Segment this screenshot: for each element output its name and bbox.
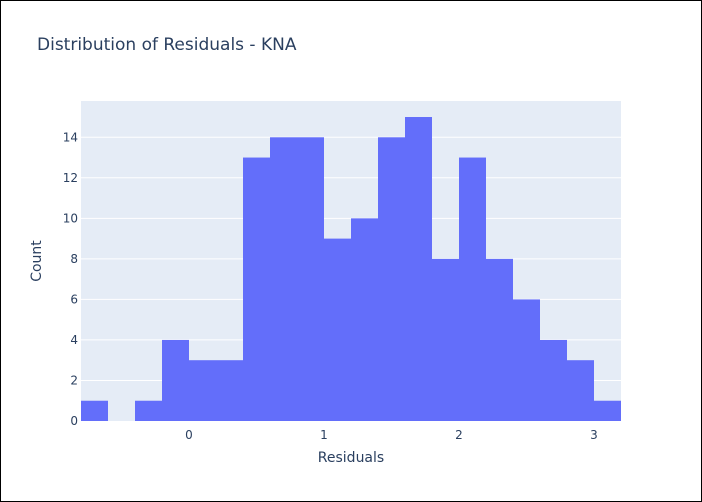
histogram-bar xyxy=(351,218,378,421)
x-axis-title: Residuals xyxy=(318,450,384,466)
histogram-bar xyxy=(81,400,108,421)
y-axis-title: Count xyxy=(29,240,45,282)
histogram-bar xyxy=(216,360,243,421)
histogram-bar xyxy=(459,157,486,421)
histogram-bar xyxy=(405,117,432,421)
histogram-bar xyxy=(567,360,594,421)
histogram-bars xyxy=(81,117,621,421)
y-tick-label: 14 xyxy=(63,130,78,144)
x-tick-label: 2 xyxy=(455,428,463,442)
y-tick-label: 6 xyxy=(70,292,78,306)
histogram-bar xyxy=(540,339,567,421)
histogram-bar xyxy=(243,157,270,421)
x-tick-label: 1 xyxy=(320,428,328,442)
histogram-bar xyxy=(270,137,297,421)
histogram-bar xyxy=(432,258,459,421)
y-tick-label: 12 xyxy=(63,171,78,185)
y-tick-label: 2 xyxy=(70,373,78,387)
histogram-bar xyxy=(189,360,216,421)
y-axis-ticks: 0 2 4 6 8 10 12 14 xyxy=(63,130,78,428)
histogram-bar xyxy=(135,400,162,421)
y-tick-label: 10 xyxy=(63,211,78,225)
histogram-bar xyxy=(324,238,351,421)
histogram-bar xyxy=(486,258,513,421)
histogram-bar xyxy=(594,400,621,421)
y-tick-label: 4 xyxy=(70,333,78,347)
histogram-bar xyxy=(513,299,540,421)
x-tick-label: 0 xyxy=(185,428,193,442)
y-tick-label: 0 xyxy=(70,414,78,428)
chart-title: Distribution of Residuals - KNA xyxy=(37,35,297,55)
histogram-bar xyxy=(378,137,405,421)
y-tick-label: 8 xyxy=(70,252,78,266)
x-axis-ticks: 0 1 2 3 xyxy=(185,428,598,442)
histogram-bar xyxy=(297,137,324,421)
x-tick-label: 3 xyxy=(590,428,598,442)
histogram-bar xyxy=(162,339,189,421)
